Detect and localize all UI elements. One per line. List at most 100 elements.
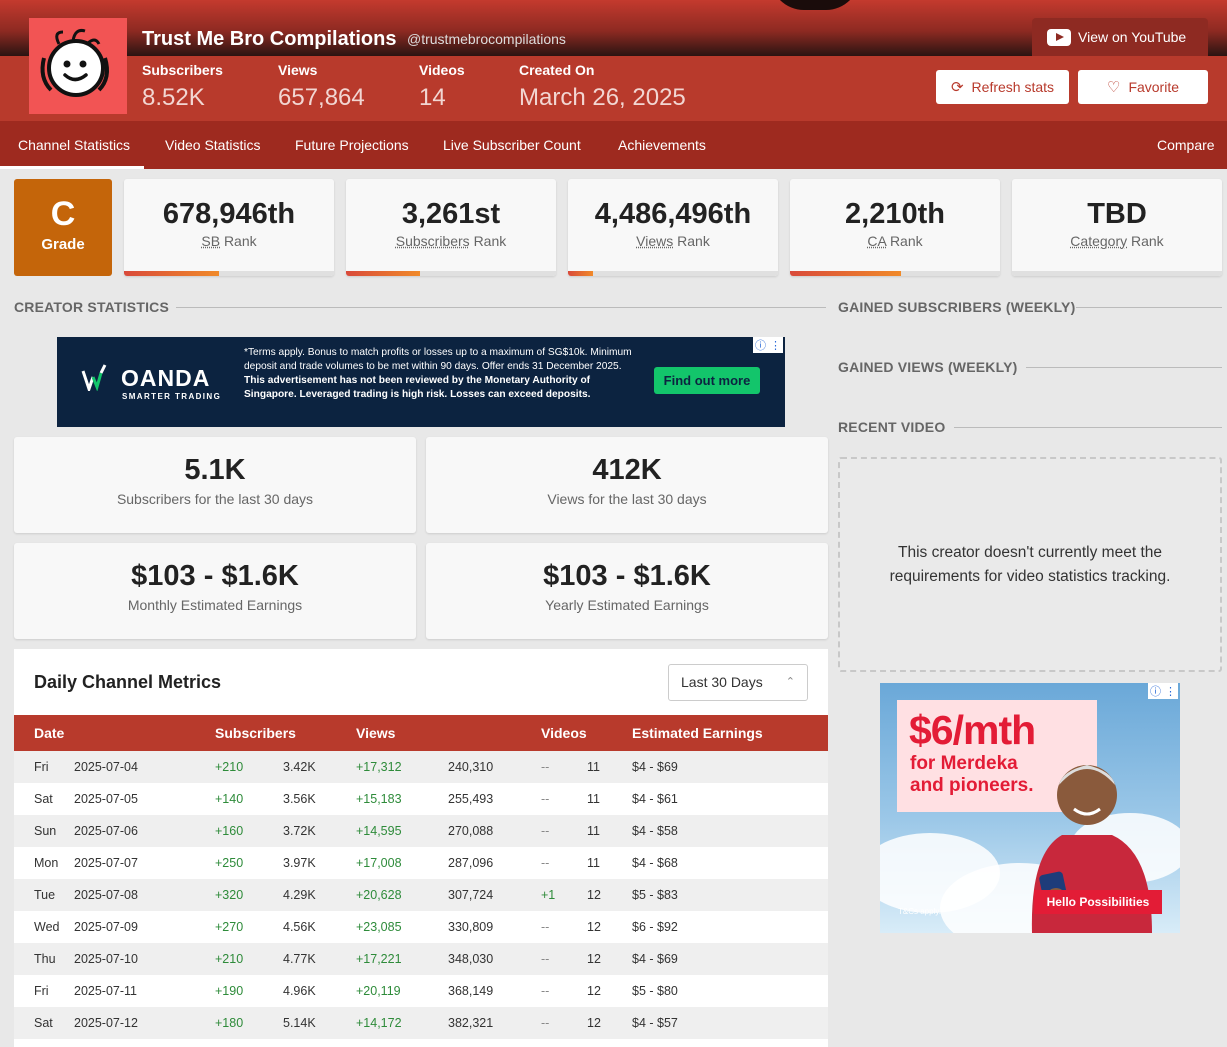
cell-vid-gain: -- bbox=[541, 824, 550, 838]
oanda-mark-icon bbox=[81, 364, 107, 391]
rank-key[interactable]: Subscribers bbox=[395, 233, 470, 249]
ad-line-1: for Merdeka bbox=[910, 753, 1018, 774]
cell-view-gain: +17,221 bbox=[356, 952, 402, 966]
table-row: Fri 2025-07-04 +210 3.42K +17,312 240,310 -- 11… bbox=[14, 751, 828, 783]
rank-value: TBD bbox=[1087, 198, 1147, 230]
cell-day: Mon bbox=[34, 856, 59, 870]
rank-key[interactable]: Category bbox=[1070, 233, 1128, 249]
subscribers-value: 8.52K bbox=[142, 84, 205, 111]
cell-views: 270,088 bbox=[448, 824, 494, 838]
cell-earnings: $4 - $58 bbox=[632, 824, 678, 838]
rank-track bbox=[568, 271, 778, 276]
refresh-stats-label: Refresh stats bbox=[971, 79, 1055, 95]
grade-label: Grade bbox=[41, 236, 85, 253]
created-on-label: Created On bbox=[519, 62, 595, 78]
avatar[interactable] bbox=[29, 18, 127, 114]
gained-subscribers-heading: GAINED SUBSCRIBERS (WEEKLY) bbox=[838, 299, 1076, 315]
rank-key[interactable]: SB bbox=[201, 233, 221, 249]
tab-future-projections[interactable]: Future Projections bbox=[295, 137, 409, 153]
monthly-earnings-box: $103 - $1.6K Monthly Estimated Earnings bbox=[14, 543, 416, 639]
cell-subs: 4.56K bbox=[283, 920, 316, 934]
oanda-ad-banner[interactable]: OANDA SMARTER TRADING *Terms apply. Bonu… bbox=[57, 337, 785, 427]
favorite-button[interactable]: ♡ Favorite bbox=[1078, 70, 1208, 104]
cell-vid-gain: -- bbox=[541, 952, 550, 966]
column-header-date[interactable]: Date bbox=[34, 725, 65, 741]
divider bbox=[1076, 307, 1222, 308]
rank-key[interactable]: Views bbox=[636, 233, 674, 249]
cell-subs: 4.96K bbox=[283, 984, 316, 998]
hello-possibilities-tag: Hello Possibilities bbox=[1034, 890, 1162, 914]
cell-earnings: $4 - $69 bbox=[632, 952, 678, 966]
column-header-subscribers[interactable]: Subscribers bbox=[215, 725, 296, 741]
created-on-value: March 26, 2025 bbox=[519, 84, 686, 111]
rank-key[interactable]: CA bbox=[867, 233, 887, 249]
cell-day: Fri bbox=[34, 984, 49, 998]
cell-date: 2025-07-08 bbox=[74, 888, 138, 902]
rank-value: 4,486,496th bbox=[594, 198, 752, 230]
cell-day: Sun bbox=[34, 824, 57, 838]
cell-subs: 3.56K bbox=[283, 792, 316, 806]
rank-track bbox=[346, 271, 556, 276]
tab-video-statistics[interactable]: Video Statistics bbox=[165, 137, 261, 153]
gained-views-heading: GAINED VIEWS (WEEKLY) bbox=[838, 359, 1018, 375]
ad-choices-badge[interactable]: ⓘ ⋮ bbox=[753, 337, 783, 353]
cell-date: 2025-07-06 bbox=[74, 824, 138, 838]
cell-subs: 4.77K bbox=[283, 952, 316, 966]
rank-value: 678,946th bbox=[162, 198, 296, 230]
cell-sub-gain: +320 bbox=[215, 888, 244, 902]
cell-videos: 11 bbox=[587, 856, 600, 870]
cell-videos: 12 bbox=[587, 952, 601, 966]
box-value: $103 - $1.6K bbox=[543, 560, 711, 592]
tab-channel-statistics[interactable]: Channel Statistics bbox=[0, 121, 145, 169]
chevron-up-down-icon: ⌃ bbox=[785, 676, 795, 688]
cell-day: Sat bbox=[34, 792, 53, 806]
cell-subs: 4.29K bbox=[283, 888, 316, 902]
find-out-more-button[interactable]: Find out more bbox=[654, 367, 760, 394]
column-header-earnings[interactable]: Estimated Earnings bbox=[632, 725, 763, 741]
tab-live-subscriber-count[interactable]: Live Subscriber Count bbox=[443, 137, 581, 153]
cell-subs: 3.42K bbox=[283, 760, 316, 774]
table-row: Mon 2025-07-07 +250 3.97K +17,008 287,096 -- 11… bbox=[14, 847, 828, 879]
rank-track bbox=[1012, 271, 1222, 276]
cell-view-gain: +15,183 bbox=[356, 792, 402, 806]
cell-sub-gain: +190 bbox=[215, 984, 244, 998]
cell-day: Wed bbox=[34, 920, 60, 934]
box-value: 412K bbox=[592, 454, 662, 486]
range-select[interactable]: Last 30 Days ⌃ bbox=[668, 664, 808, 701]
refresh-stats-button[interactable]: ⟳ Refresh stats bbox=[936, 70, 1069, 104]
cell-view-gain: +17,008 bbox=[356, 856, 402, 870]
cell-views: 368,149 bbox=[448, 984, 494, 998]
column-header-views[interactable]: Views bbox=[356, 725, 396, 741]
tab-achievements[interactable]: Achievements bbox=[618, 137, 706, 153]
box-label: Monthly Estimated Earnings bbox=[127, 597, 303, 613]
view-on-youtube-button[interactable]: View on YouTube bbox=[1032, 18, 1208, 56]
cell-view-gain: +23,085 bbox=[356, 920, 402, 934]
cell-vid-gain: -- bbox=[541, 920, 550, 934]
ad-choices-badge[interactable]: ⓘ ⋮ bbox=[1148, 683, 1178, 699]
cell-subs: 3.97K bbox=[283, 856, 316, 870]
cell-sub-gain: +160 bbox=[215, 824, 244, 838]
column-header-videos[interactable]: Videos bbox=[541, 725, 587, 741]
cell-date: 2025-07-04 bbox=[74, 760, 138, 774]
views-30d-box: 412K Views for the last 30 days bbox=[426, 437, 828, 533]
cell-day: Tue bbox=[34, 888, 56, 902]
cell-view-gain: +14,595 bbox=[356, 824, 402, 838]
cell-videos: 12 bbox=[587, 1016, 601, 1030]
cell-vid-gain: -- bbox=[541, 856, 550, 870]
banner-artwork bbox=[770, 0, 860, 10]
cell-view-gain: +17,312 bbox=[356, 760, 402, 774]
videos-value: 14 bbox=[419, 84, 446, 111]
cell-sub-gain: +270 bbox=[215, 920, 244, 934]
daily-channel-metrics: Daily Channel Metrics Last 30 Days ⌃ Dat… bbox=[14, 649, 828, 1047]
table-row: Sun 2025-07-06 +160 3.72K +14,595 270,088 -- 11… bbox=[14, 815, 828, 847]
cell-sub-gain: +210 bbox=[215, 760, 244, 774]
channel-handle: @trustmebrocompilations bbox=[407, 31, 566, 47]
tab-compare[interactable]: Compare bbox=[1157, 137, 1215, 153]
rank-label: SB Rank bbox=[201, 233, 257, 249]
side-ad-banner[interactable]: $6/mth for Merdeka and pioneers. Hello P… bbox=[880, 683, 1180, 933]
metrics-title: Daily Channel Metrics bbox=[34, 672, 222, 692]
table-row: Sat 2025-07-12 +180 5.14K +14,172 382,321 -- 12… bbox=[14, 1007, 828, 1039]
cell-views: 307,724 bbox=[448, 888, 494, 902]
subscribers-rank-card: 3,261st Subscribers Rank bbox=[346, 179, 556, 276]
cell-date: 2025-07-07 bbox=[74, 856, 138, 870]
